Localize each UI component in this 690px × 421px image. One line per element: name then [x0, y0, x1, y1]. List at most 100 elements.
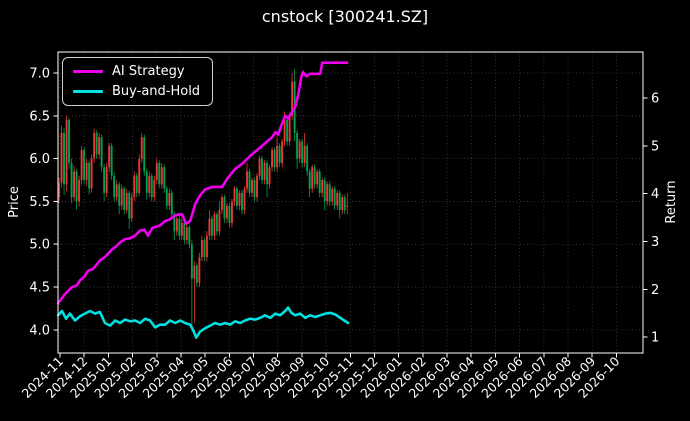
ai-strategy-line	[56, 61, 349, 305]
candle-body	[168, 192, 171, 206]
candle-body	[241, 192, 243, 210]
candle-body	[125, 192, 128, 210]
candle-body	[200, 239, 203, 258]
candle-body	[115, 184, 118, 198]
candle-body	[140, 137, 143, 159]
candle-body	[323, 180, 326, 202]
candle-body	[256, 175, 258, 198]
candle-body	[60, 132, 63, 183]
candle-body	[210, 218, 213, 236]
candle-body	[118, 184, 121, 206]
candle-body	[68, 120, 71, 163]
candle-body	[73, 171, 76, 198]
candle-body	[318, 171, 321, 193]
candle-body	[306, 145, 309, 172]
candle-body	[183, 222, 186, 240]
candle-body	[273, 150, 276, 168]
candle-body	[208, 218, 211, 236]
candle-body	[231, 201, 233, 223]
candle-body	[203, 239, 206, 258]
candle-body	[220, 197, 223, 210]
candle-body	[148, 175, 151, 193]
candle-body	[155, 162, 158, 181]
legend-item-ai-strategy: AI Strategy	[73, 64, 200, 79]
candle-body	[308, 171, 311, 189]
candle-body	[301, 141, 304, 163]
candle-body	[163, 167, 166, 189]
candle-body	[341, 197, 344, 210]
candle-body	[291, 81, 294, 116]
price-tick-label: 7.0	[29, 66, 50, 81]
candle-body	[246, 171, 248, 189]
candle-body	[261, 158, 263, 181]
candle-body	[153, 180, 156, 198]
price-tick-label: 4.0	[29, 323, 50, 338]
candle-body	[218, 209, 221, 232]
candle-body	[123, 188, 126, 210]
candle-body	[258, 158, 261, 176]
candle-body	[333, 188, 336, 206]
return-tick-label: 2	[651, 283, 659, 298]
candle-body	[58, 182, 60, 198]
candle-body	[226, 205, 228, 219]
candle-body	[113, 175, 116, 198]
return-tick-label: 1	[651, 331, 659, 346]
candle-body	[70, 162, 73, 198]
candle-body	[105, 167, 108, 193]
candle-body	[213, 214, 216, 236]
legend: AI Strategy Buy-and-Hold	[62, 57, 214, 106]
candle-body	[165, 188, 168, 206]
candle-body	[268, 167, 271, 185]
candle-body	[195, 265, 198, 283]
candle-body	[80, 150, 83, 181]
buy-and-hold-line	[56, 306, 350, 339]
candle-body	[251, 180, 253, 193]
candle-body	[198, 257, 201, 283]
candle-body	[180, 222, 183, 236]
candle-body	[160, 167, 163, 185]
candle-body	[103, 167, 106, 193]
return-tick-label: 3	[651, 235, 659, 250]
candle-body	[65, 120, 68, 185]
candle-body	[321, 180, 324, 193]
candle-body	[233, 188, 236, 202]
candle-body	[150, 175, 153, 198]
buy-and-hold-line-swatch	[73, 89, 103, 94]
candle-body	[238, 192, 241, 206]
candle-body	[133, 175, 136, 198]
price-tick-label: 6.5	[29, 109, 50, 124]
candle-body	[276, 145, 279, 168]
candle-body	[266, 162, 268, 185]
candle-body	[90, 158, 93, 189]
candle-body	[205, 235, 208, 258]
candle-body	[338, 192, 341, 210]
candle-body	[281, 141, 284, 163]
candle-body	[178, 218, 181, 236]
candle-body	[143, 137, 146, 172]
candle-body	[110, 145, 113, 176]
legend-label-ai-strategy: AI Strategy	[112, 64, 185, 79]
return-tick-label: 5	[651, 139, 659, 154]
candle-body	[286, 120, 289, 142]
candle-body	[175, 218, 178, 232]
candle-body	[316, 171, 319, 185]
price-tick-label: 5.0	[29, 238, 50, 253]
candle-body	[343, 197, 346, 210]
candle-body	[98, 137, 101, 155]
candle-body	[271, 150, 274, 168]
candle-body	[120, 188, 123, 206]
candle-body	[108, 145, 111, 168]
candle-body	[135, 175, 138, 193]
candle-body	[185, 227, 188, 240]
legend-label-buy-and-hold: Buy-and-Hold	[112, 84, 201, 99]
price-tick-label: 6.0	[29, 152, 50, 167]
candle-body	[78, 180, 81, 202]
return-tick-label: 6	[651, 91, 659, 106]
candle-body	[278, 145, 281, 163]
candle-body	[193, 265, 196, 279]
candle-body	[336, 192, 339, 206]
candle-body	[215, 214, 218, 232]
price-tick-label: 4.5	[29, 281, 50, 296]
candle-body	[190, 244, 193, 279]
